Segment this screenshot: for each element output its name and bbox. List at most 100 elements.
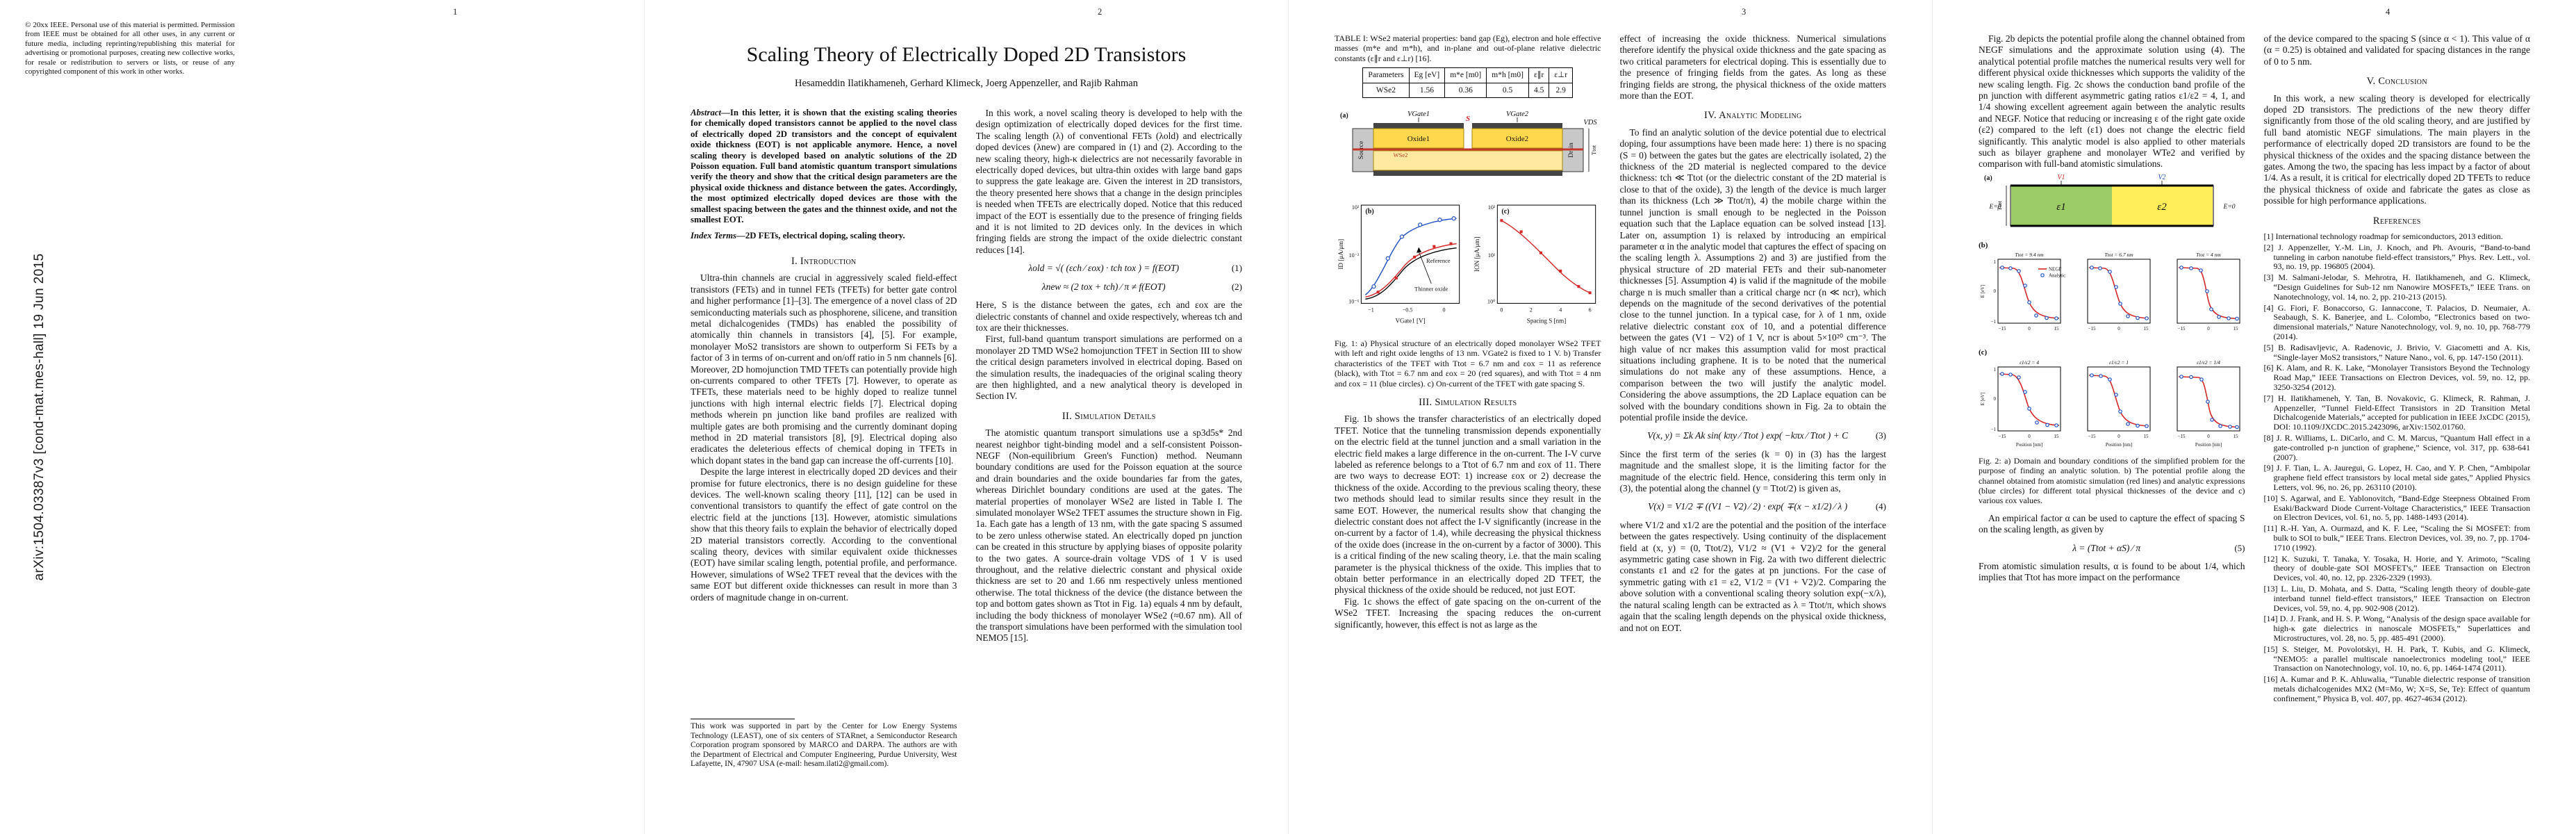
alpha-result-paragraph: From atomistic simulation results, α is … — [1979, 560, 2245, 583]
column-right: In this work, a novel scaling theory is … — [976, 108, 1243, 769]
table-cell: 0.36 — [1444, 82, 1487, 99]
svg-text:−15: −15 — [2088, 326, 2096, 332]
section-heading-conclusion: V. Conclusion — [2366, 76, 2427, 88]
channel-material-label: WSe2 — [1394, 152, 1408, 158]
section-heading-references: References — [2372, 215, 2421, 227]
svg-text:10²: 10² — [1352, 204, 1360, 211]
equation-1-number: (1) — [1231, 263, 1242, 274]
ttot-label: Ttot — [1590, 145, 1597, 155]
intro-paragraph-1: Ultra-thin channels are crucial in aggre… — [691, 272, 957, 466]
vds-label: VDS — [1583, 119, 1597, 126]
svg-text:1: 1 — [1994, 259, 1997, 265]
negf-curve — [2088, 374, 2149, 427]
equation-5-formula: λ = (Ttot + αS) ⁄ π — [2072, 542, 2141, 553]
equation-2-number: (2) — [1231, 281, 1242, 292]
svg-text:0: 0 — [2028, 434, 2031, 439]
page-number: 4 — [2386, 7, 2391, 17]
x-axis-label: Spacing S [nm] — [1527, 318, 1566, 325]
equation-2: λnew ≈ (2 tox + tch) ⁄ π ≠ f(EOT) (2) — [976, 281, 1242, 293]
analytic-markers — [2179, 374, 2239, 429]
subplot-label: Ttot = 4 nm — [2196, 252, 2221, 258]
column-left: Abstract—In this letter, it is shown tha… — [691, 108, 957, 769]
y-axis-label: E [eV] — [1980, 392, 1985, 405]
paper-authors: Hesameddin Ilatikhameneh, Gerhard Klimec… — [794, 78, 1138, 89]
reference-item: [5] B. Radisavljevic, A. Radenovic, J. B… — [2263, 342, 2531, 362]
page-4-content: Fig. 2b depicts the potential profile al… — [1979, 24, 2530, 809]
analytic-markers — [2090, 265, 2149, 321]
fig2-discussion-paragraph: Fig. 2b depicts the potential profile al… — [1979, 33, 2245, 170]
arxiv-stamp: arXiv:1504.03387v3 [cond-mat.mes-hall] 1… — [32, 253, 47, 581]
v2-label: V2 — [2158, 174, 2165, 181]
x-axis-tick-labels: −15 0 15 — [2178, 434, 2238, 439]
equation-3-formula: V(x, y) = Σk Ak sin( kπy ⁄ Ttot ) exp( −… — [1647, 430, 1849, 441]
vgate1-label: VGate1 — [1407, 111, 1430, 118]
footnote-text: This work was supported in part by the C… — [691, 722, 957, 769]
legend-negf-label: NEGF — [2049, 267, 2061, 272]
table-header-cell: m*h [m0] — [1486, 67, 1529, 83]
svg-text:−15: −15 — [2088, 434, 2096, 439]
analytic-markers — [2000, 265, 2058, 321]
svg-text:−0.5: −0.5 — [1403, 307, 1413, 313]
index-terms-label: Index Terms— — [691, 231, 745, 241]
negf-curve — [2088, 267, 2149, 320]
high-k-markers — [1376, 242, 1453, 294]
simulation-results-continuation: effect of increasing the oxide thickness… — [1619, 33, 1887, 101]
index-terms-text: 2D FETs, electrical doping, scaling theo… — [745, 231, 905, 241]
table-cell: 4.5 — [1528, 82, 1550, 99]
reference-item: [8] J. R. Williams, L. DiCarlo, and C. M… — [2263, 433, 2531, 462]
svg-text:−15: −15 — [1999, 434, 2006, 439]
reference-item: [16] A. Kumar and P. K. Ahluwalia, “Tuna… — [2263, 674, 2531, 703]
table-cell: WSe2 — [1362, 82, 1410, 99]
thin-oxide-markers — [1371, 216, 1456, 289]
page-number: 1 — [453, 7, 458, 17]
vgate2-label: VGate2 — [1506, 111, 1529, 118]
table-cell: 2.9 — [1549, 82, 1574, 99]
equation-3: V(x, y) = Σk Ak sin( kπy ⁄ Ttot ) exp( −… — [1620, 430, 1886, 441]
svg-text:4: 4 — [1559, 307, 1562, 313]
reference-item: [12] K. Suzuki, T. Tanaka, Y. Tosaka, H.… — [2263, 553, 2531, 583]
equation-4-number: (4) — [1875, 501, 1886, 512]
oxide2-label: Oxide2 — [1506, 135, 1528, 143]
subplot-label: ε1/ε2 = 1/4 — [2197, 359, 2220, 366]
equation-2-formula: λnew ≈ (2 tox + tch) ⁄ π ≠ f(EOT) — [1041, 281, 1166, 292]
abstract-label: Abstract— — [691, 108, 730, 117]
oxide1-label: Oxide1 — [1407, 135, 1430, 143]
svg-text:0: 0 — [2207, 434, 2210, 439]
thin-oxide-curve — [1364, 218, 1457, 295]
svg-text:6: 6 — [1588, 307, 1591, 313]
negf-curve — [1999, 373, 2060, 426]
table-row: WSe2 1.56 0.36 0.5 4.5 2.9 — [1362, 82, 1574, 99]
figure-1b-transfer-plot: (b) 10² 10⁻² 10⁻⁶ −1 −0.5 0 VG — [1337, 204, 1460, 325]
newtheory-paragraph: In this work, a novel scaling theory is … — [975, 108, 1243, 255]
page-3: 3 TABLE I: WSe2 material properties: ban… — [1288, 0, 1932, 834]
figure-1-plots: (b) 10² 10⁻² 10⁻⁶ −1 −0.5 0 VG — [1335, 197, 1601, 334]
table-header-cell: ε∥r — [1528, 67, 1550, 83]
figure-2b-plots: Ttot = 9.4 nm NEGF Analytic — [1979, 251, 2245, 344]
svg-text:15: 15 — [2234, 326, 2239, 332]
band-profile-plot: ε1/ε2 = 4 1 0 −1 — [1980, 359, 2061, 448]
figure-1-caption: Fig. 1: a) Physical structure of an elec… — [1335, 338, 1601, 389]
svg-text:−15: −15 — [2178, 434, 2186, 439]
table-cell: 0.5 — [1486, 82, 1529, 99]
table-cell: 1.56 — [1408, 82, 1446, 99]
svg-text:−1: −1 — [1991, 427, 1997, 432]
svg-text:0: 0 — [2117, 326, 2120, 332]
reference-list: [1] International technology roadmap for… — [2263, 231, 2531, 703]
conclusion-paragraph: In this work, a new scaling theory is de… — [2263, 92, 2531, 206]
svg-text:15: 15 — [2144, 326, 2149, 332]
left-boundary-condition: E=0 — [1989, 204, 2001, 211]
section-heading-analytic-modeling: IV. Analytic Modeling — [1704, 110, 1802, 122]
oxide-regions — [1373, 128, 1563, 171]
x-axis-label: Position [nm] — [2016, 442, 2042, 448]
svg-text:15: 15 — [2054, 434, 2060, 439]
subplot-label: Ttot = 9.4 nm — [2015, 252, 2044, 258]
svg-text:10⁻²: 10⁻² — [1349, 252, 1360, 259]
section-heading-introduction: I. Introduction — [791, 255, 857, 267]
section-heading-simulation-details: II. Simulation Details — [1062, 410, 1156, 422]
dielectric-region-1 — [2011, 186, 2112, 225]
symbols-paragraph: Here, S is the distance between the gate… — [975, 300, 1243, 333]
reference-annotation: Reference — [1426, 257, 1451, 264]
y-axis-tick-labels: 1 0 −1 — [1991, 367, 1997, 432]
intro-paragraph-2: Despite the large interest in electrical… — [691, 466, 957, 603]
abstract: Abstract—In this letter, it is shown tha… — [691, 108, 957, 225]
